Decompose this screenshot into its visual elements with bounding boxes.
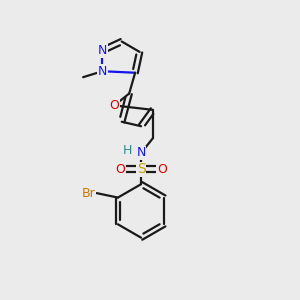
Text: Br: Br (81, 187, 95, 200)
Text: H: H (123, 144, 132, 157)
Text: N: N (98, 65, 107, 78)
Text: N: N (98, 65, 107, 78)
Text: N: N (98, 44, 107, 57)
Text: O: O (110, 99, 119, 112)
Text: N: N (136, 146, 146, 160)
Text: S: S (137, 162, 146, 176)
Text: O: O (157, 163, 167, 176)
Text: H: H (123, 144, 132, 157)
Text: O: O (115, 163, 125, 176)
Text: S: S (137, 162, 146, 176)
Text: N: N (136, 146, 146, 160)
